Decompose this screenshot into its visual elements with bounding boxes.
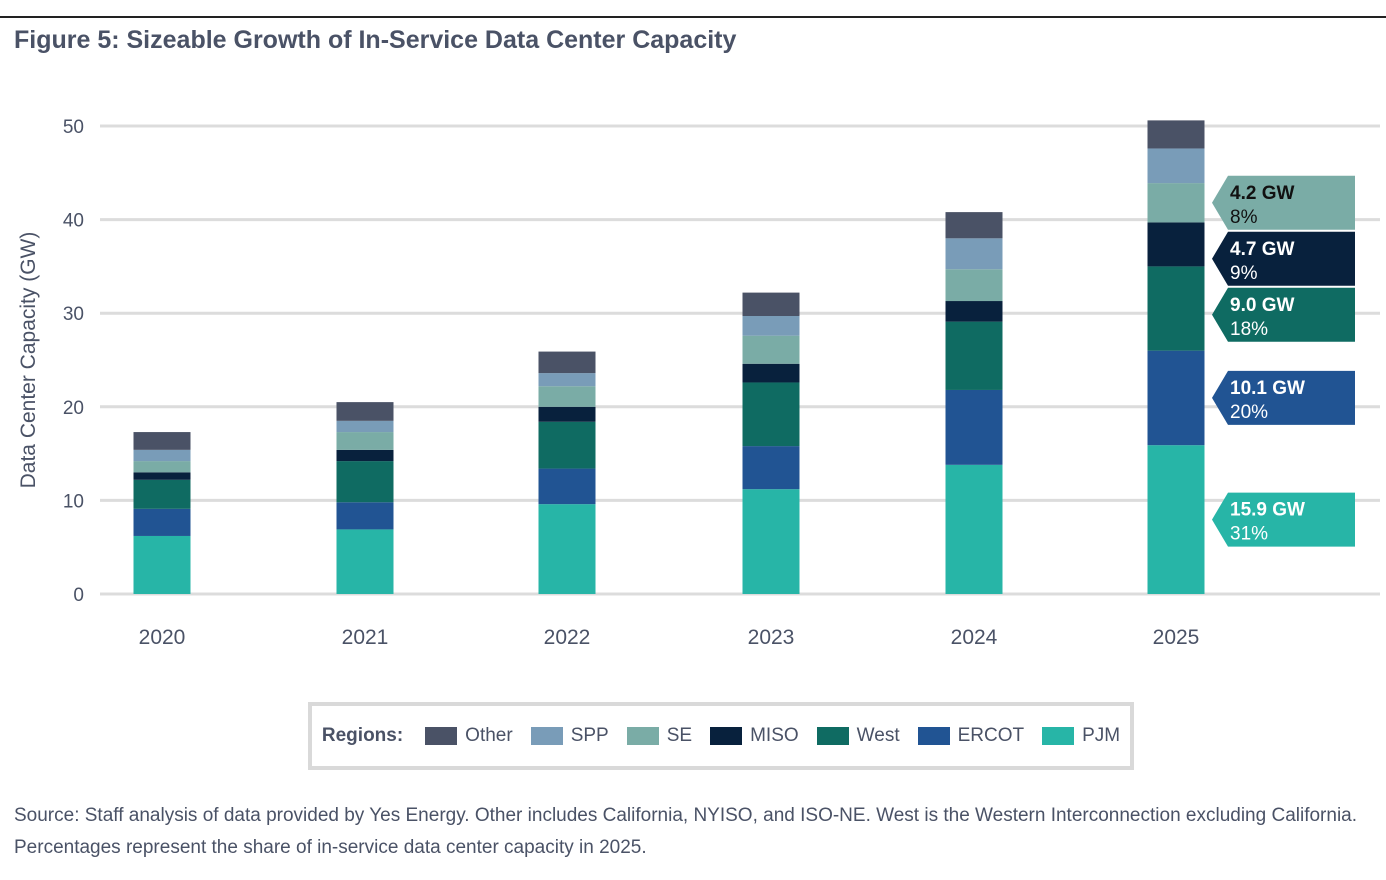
y-tick-label: 0	[73, 585, 84, 606]
bar-segment-west-2021	[336, 461, 394, 503]
annotation-share: 8%	[1230, 207, 1258, 228]
annotation-value: 4.7 GW	[1230, 239, 1294, 260]
x-tick-label: 2023	[748, 626, 795, 649]
bar-segment-ercot-2024	[945, 389, 1003, 465]
bar-segment-ercot-2020	[133, 508, 191, 536]
bar-segment-spp-2020	[133, 449, 191, 462]
bar-segment-se-2025	[1147, 183, 1205, 223]
bar-segment-other-2022	[538, 351, 596, 374]
bar-segment-pjm-2020	[133, 535, 191, 594]
legend-item-label: SE	[666, 725, 693, 746]
y-tick-label: 20	[63, 398, 84, 419]
annotation-tag-pjm	[1212, 492, 1355, 547]
y-tick-label: 10	[63, 491, 84, 512]
legend-swatch	[816, 727, 849, 745]
legend-swatch	[710, 727, 743, 745]
legend-swatch	[917, 727, 950, 745]
bar-segment-miso-2024	[945, 301, 1003, 322]
legend-item-label: West	[856, 725, 900, 746]
bar-segment-spp-2023	[742, 316, 800, 336]
legend-swatch	[425, 727, 458, 745]
bar-segment-ercot-2021	[336, 502, 394, 530]
bar-segment-west-2022	[538, 421, 596, 469]
bar-segment-miso-2025	[1147, 222, 1205, 267]
bar-segment-se-2021	[336, 432, 394, 450]
legend-swatch	[1042, 727, 1075, 745]
legend-item-se: SE	[626, 725, 693, 747]
source-note: Source: Staff analysis of data provided …	[14, 805, 1358, 858]
x-tick-label: 2025	[1153, 626, 1200, 649]
legend-item-label: MISO	[750, 725, 799, 746]
annotation-tag-miso	[1212, 231, 1355, 286]
x-tick-label: 2024	[951, 626, 998, 649]
bar-segment-ercot-2025	[1147, 350, 1205, 446]
x-tick-label: 2022	[544, 626, 591, 649]
legend-item-label: PJM	[1082, 725, 1121, 746]
annotation-value: 9.0 GW	[1230, 295, 1294, 316]
legend-item-miso: MISO	[710, 725, 799, 747]
bar-segment-pjm-2025	[1147, 445, 1205, 594]
bar-segment-se-2022	[538, 386, 596, 407]
bar-segment-ercot-2023	[742, 446, 800, 490]
bar-segment-ercot-2022	[538, 468, 596, 505]
bar-segment-west-2020	[133, 479, 191, 509]
annotation-value: 4.2 GW	[1230, 183, 1294, 204]
bar-segment-se-2020	[133, 461, 191, 473]
bar-segment-other-2020	[133, 432, 191, 450]
y-axis-label: Data Center Capacity (GW)	[17, 232, 40, 489]
bar-segment-miso-2023	[742, 363, 800, 383]
annotation-tag-west	[1212, 287, 1355, 342]
bar-segment-spp-2024	[945, 238, 1003, 270]
bar-segment-spp-2022	[538, 373, 596, 387]
bar-segment-west-2024	[945, 321, 1003, 390]
legend-item-label: ERCOT	[957, 725, 1025, 746]
bar-segment-other-2021	[336, 402, 394, 421]
y-tick-label: 30	[63, 304, 84, 325]
bar-segment-pjm-2023	[742, 489, 800, 594]
legend-item-label: SPP	[570, 725, 609, 746]
legend-item-label: Other	[465, 725, 513, 746]
bar-segment-other-2025	[1147, 120, 1205, 149]
bar-segment-spp-2025	[1147, 148, 1205, 184]
legend: Regions: Other SPP SE MISO West ERCOT PJM	[308, 702, 1134, 770]
x-tick-label: 2020	[139, 626, 186, 649]
legend-item-ercot: ERCOT	[917, 725, 1025, 747]
top-rule	[0, 16, 1386, 18]
stacked-bar-chart: 0 10 20 30 40 50 Data Center Capacity (GW) 2020…	[17, 117, 1380, 649]
chart-title: Figure 5: Sizeable Growth of In-Service …	[14, 26, 737, 54]
legend-item-other: Other	[425, 725, 513, 747]
bar-segment-west-2023	[742, 382, 800, 447]
legend-item-west: West	[816, 725, 900, 747]
annotation-tag-ercot	[1212, 370, 1355, 425]
annotation-value: 15.9 GW	[1230, 500, 1305, 521]
bar-segment-se-2024	[945, 269, 1003, 302]
x-tick-label: 2021	[342, 626, 389, 649]
annotation-tag-se	[1212, 175, 1355, 230]
bar-segment-pjm-2021	[336, 529, 394, 594]
annotation-share: 18%	[1230, 319, 1268, 340]
annotation-share: 20%	[1230, 402, 1268, 423]
y-tick-label: 50	[63, 117, 84, 138]
bar-segment-spp-2021	[336, 420, 394, 433]
bar-segment-pjm-2022	[538, 504, 596, 594]
bar-segment-other-2023	[742, 292, 800, 317]
legend-item-pjm: PJM	[1042, 725, 1120, 747]
annotation-share: 9%	[1230, 263, 1258, 284]
bar-segment-miso-2020	[133, 472, 191, 480]
bar-segment-west-2025	[1147, 266, 1205, 351]
legend-item-spp: SPP	[530, 725, 609, 747]
bar-segment-miso-2021	[336, 449, 394, 462]
bar-segment-miso-2022	[538, 406, 596, 422]
bar-segment-pjm-2024	[945, 464, 1003, 594]
legend-swatch	[626, 727, 659, 745]
legend-label: Regions:	[321, 725, 404, 746]
bar-segment-other-2024	[945, 212, 1003, 239]
legend-swatch	[530, 727, 563, 745]
y-tick-label: 40	[63, 211, 84, 232]
annotation-value: 10.1 GW	[1230, 378, 1305, 399]
annotation-share: 31%	[1230, 524, 1268, 545]
bar-segment-se-2023	[742, 335, 800, 364]
